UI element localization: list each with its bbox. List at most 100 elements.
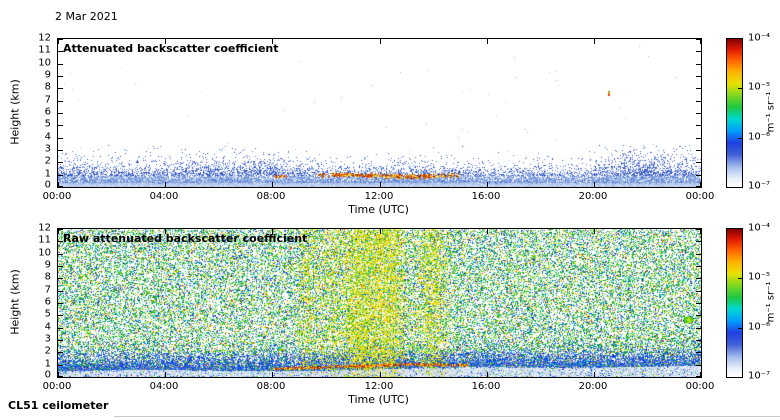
y-tick-label: 10	[38, 247, 51, 259]
heatmap-canvas-raw	[58, 229, 701, 377]
y-tick-mark	[696, 39, 701, 40]
x-tick-mark	[165, 182, 166, 187]
y-tick-mark	[58, 340, 63, 341]
y-tick-label: 0	[44, 179, 51, 191]
y-tick-mark	[696, 266, 701, 267]
plot-area-raw: Raw attenuated backscatter coefficient	[57, 228, 702, 378]
y-tick-mark	[696, 64, 701, 65]
y-tick-mark	[696, 303, 701, 304]
y-tick-mark	[58, 186, 63, 187]
y-tick-mark	[696, 229, 701, 230]
y-tick-mark	[696, 138, 701, 139]
y-tick-mark	[696, 88, 701, 89]
y-tick-mark	[696, 365, 701, 366]
y-tick-label: 7	[44, 284, 51, 296]
x-tick-label: 20:00	[578, 381, 608, 392]
x-tick-mark	[272, 229, 273, 234]
colorbar-tick-label: 10⁻⁷	[748, 370, 771, 382]
y-tick-label: 12	[38, 222, 51, 234]
y-tick-mark	[58, 254, 63, 255]
colorbar-unit-label: m⁻¹ sr⁻¹	[765, 281, 777, 323]
y-tick-mark	[58, 315, 63, 316]
x-tick-label: 08:00	[256, 191, 286, 202]
colorbar-unit-label: m⁻¹ sr⁻¹	[765, 91, 777, 133]
y-axis-label: Height (km)	[8, 269, 22, 335]
x-tick-mark	[380, 229, 381, 234]
colorbar-tick-mark	[738, 278, 742, 279]
colorbar-tick-label: 10⁻⁴	[748, 222, 771, 234]
y-tick-mark	[696, 186, 701, 187]
x-tick-mark	[594, 39, 595, 44]
x-tick-label: 20:00	[578, 191, 608, 202]
x-axis-label: Time (UTC)	[348, 393, 409, 406]
y-tick-mark	[58, 113, 63, 114]
x-tick-mark	[165, 39, 166, 44]
y-tick-mark	[58, 175, 63, 176]
x-axis-label: Time (UTC)	[348, 203, 409, 216]
x-tick-mark	[272, 39, 273, 44]
x-tick-mark	[487, 229, 488, 234]
y-tick-label: 5	[44, 308, 51, 320]
y-tick-mark	[58, 328, 63, 329]
y-axis-label: Height (km)	[8, 79, 22, 145]
y-tick-mark	[58, 138, 63, 139]
colorbar-tick-label: 10⁻⁵	[748, 81, 771, 93]
colorbar-tick-mark	[738, 88, 742, 89]
y-tick-label: 3	[44, 333, 51, 345]
y-tick-label: 6	[44, 296, 51, 308]
window-edge-line	[114, 416, 780, 417]
y-tick-mark	[696, 76, 701, 77]
x-tick-label: 00:00	[42, 191, 72, 202]
y-tick-mark	[58, 125, 63, 126]
x-tick-label: 16:00	[471, 381, 501, 392]
y-tick-label: 5	[44, 118, 51, 130]
x-tick-label: 00:00	[685, 191, 715, 202]
y-tick-label: 6	[44, 106, 51, 118]
y-tick-mark	[58, 376, 63, 377]
x-tick-mark	[487, 182, 488, 187]
colorbar	[726, 38, 743, 188]
y-tick-mark	[696, 51, 701, 52]
x-tick-mark	[594, 182, 595, 187]
y-tick-mark	[58, 150, 63, 151]
y-tick-mark	[58, 101, 63, 102]
x-tick-mark	[58, 372, 59, 377]
y-tick-label: 2	[44, 155, 51, 167]
y-tick-mark	[696, 113, 701, 114]
heatmap-canvas-attenuated	[58, 39, 701, 187]
y-tick-mark	[58, 162, 63, 163]
colorbar-tick-mark	[738, 328, 742, 329]
x-tick-label: 04:00	[149, 381, 179, 392]
colorbar-tick-label: 10⁻⁷	[748, 180, 771, 192]
colorbar	[726, 228, 743, 378]
y-tick-label: 8	[44, 271, 51, 283]
plot-title-attenuated: Attenuated backscatter coefficient	[63, 42, 279, 55]
x-tick-mark	[58, 182, 59, 187]
plot-area-attenuated: Attenuated backscatter coefficient	[57, 38, 702, 188]
y-tick-label: 9	[44, 259, 51, 271]
x-tick-mark	[272, 372, 273, 377]
y-tick-mark	[696, 352, 701, 353]
y-tick-label: 9	[44, 69, 51, 81]
y-tick-label: 1	[44, 168, 51, 180]
x-tick-label: 04:00	[149, 191, 179, 202]
y-tick-label: 7	[44, 94, 51, 106]
y-tick-mark	[58, 278, 63, 279]
colorbar-tick-label: 10⁻⁶	[748, 131, 771, 143]
y-tick-mark	[696, 278, 701, 279]
x-tick-mark	[700, 39, 701, 44]
x-tick-label: 00:00	[685, 381, 715, 392]
plot-title-raw: Raw attenuated backscatter coefficient	[63, 232, 308, 245]
y-tick-label: 2	[44, 345, 51, 357]
y-tick-mark	[58, 266, 63, 267]
x-tick-mark	[594, 372, 595, 377]
x-tick-mark	[165, 372, 166, 377]
x-tick-label: 16:00	[471, 191, 501, 202]
y-tick-mark	[696, 241, 701, 242]
y-tick-mark	[58, 51, 63, 52]
y-tick-mark	[58, 229, 63, 230]
y-tick-label: 4	[44, 321, 51, 333]
date-label: 2 Mar 2021	[55, 10, 118, 23]
colorbar-tick-mark	[738, 138, 742, 139]
